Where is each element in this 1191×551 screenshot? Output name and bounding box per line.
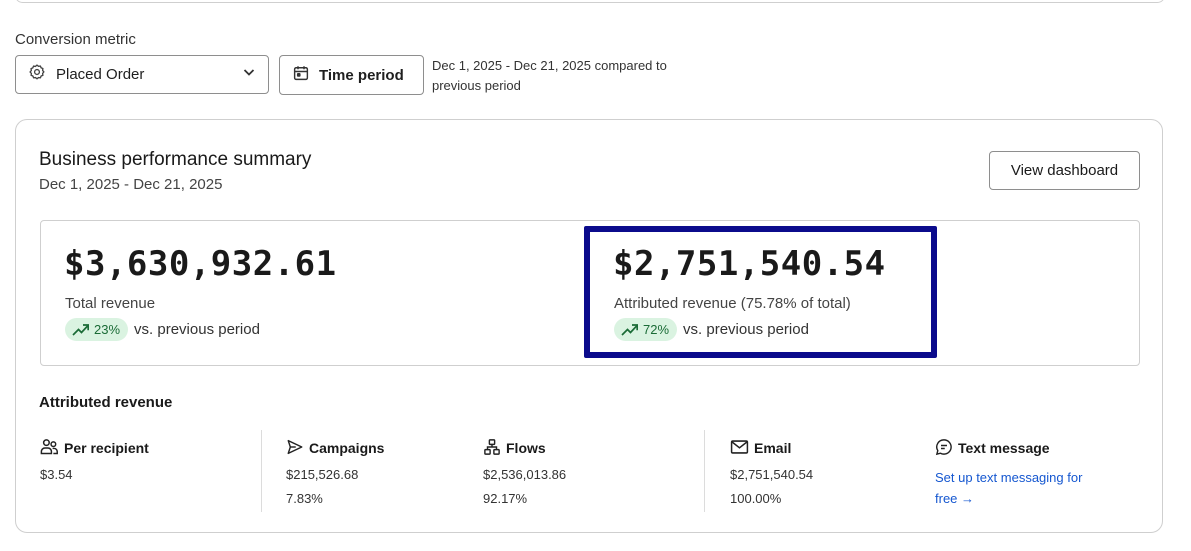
summary-title: Business performance summary [39, 149, 312, 170]
text-message-column: Text message Set up text messaging for f… [935, 438, 1085, 509]
chevron-down-icon [242, 65, 256, 84]
period-comparison-note: Dec 1, 2025 - Dec 21, 2025 compared to p… [432, 58, 667, 93]
per-recipient-label: Per recipient [64, 440, 149, 456]
text-message-label: Text message [958, 440, 1050, 456]
gear-icon [28, 63, 46, 86]
users-icon [40, 438, 64, 458]
flows-column: Flows $2,536,013.86 92.17% [483, 438, 566, 506]
attributed-revenue-label: Attributed revenue (75.78% of total) [614, 295, 851, 312]
flows-value: $2,536,013.86 [483, 467, 567, 482]
attributed-comparison-text: vs. previous period [683, 321, 809, 338]
email-column: Email $2,751,540.54 100.00% [730, 438, 813, 506]
total-revenue-amount: $3,630,932.61 [64, 244, 337, 284]
column-divider [261, 430, 262, 512]
attributed-revenue-amount: $2,751,540.54 [613, 244, 886, 284]
summary-dates: Dec 1, 2025 - Dec 21, 2025 [39, 176, 223, 193]
email-icon [730, 439, 754, 458]
trend-up-icon [72, 324, 89, 336]
conversion-metric-select[interactable]: Placed Order [15, 55, 269, 94]
previous-card-edge [15, 0, 1165, 3]
time-period-label: Time period [319, 66, 404, 84]
attributed-change-value: 72% [643, 322, 670, 337]
conversion-metric-value: Placed Order [56, 66, 145, 83]
attributed-revenue-title: Attributed revenue [39, 394, 173, 411]
total-change-badge: 23% [65, 318, 129, 341]
flows-icon [483, 438, 506, 459]
total-change-value: 23% [94, 322, 121, 337]
total-comparison-text: vs. previous period [134, 321, 260, 338]
view-dashboard-button[interactable]: View dashboard [989, 151, 1140, 190]
business-summary-card [15, 119, 1163, 533]
email-value: $2,751,540.54 [730, 467, 814, 482]
total-revenue-trend: 23% vs. previous period [65, 318, 260, 341]
total-revenue-label: Total revenue [65, 295, 156, 312]
email-label: Email [754, 440, 792, 456]
revenue-box [40, 220, 1140, 366]
flows-label: Flows [506, 440, 546, 456]
campaigns-label: Campaigns [309, 440, 385, 456]
campaigns-percent: 7.83% [286, 491, 323, 506]
flows-percent: 92.17% [483, 491, 528, 506]
per-recipient-value: $3.54 [40, 467, 73, 482]
campaigns-column: Campaigns $215,526.68 7.83% [286, 438, 384, 506]
time-period-button[interactable]: Time period [279, 55, 424, 95]
attributed-change-badge: 72% [614, 318, 678, 341]
column-divider [704, 430, 705, 512]
attributed-revenue-trend: 72% vs. previous period [614, 318, 809, 341]
attributed-revenue-highlight [584, 226, 937, 358]
setup-text-messaging-link[interactable]: Set up text messaging for free → [935, 470, 1083, 506]
per-recipient-column: Per recipient $3.54 [40, 438, 149, 482]
conversion-metric-label: Conversion metric [15, 31, 136, 48]
trend-up-icon [621, 324, 638, 336]
email-percent: 100.00% [730, 491, 782, 506]
campaigns-value: $215,526.68 [286, 467, 359, 482]
calendar-icon [292, 64, 310, 86]
message-icon [935, 438, 958, 459]
send-icon [286, 438, 309, 459]
